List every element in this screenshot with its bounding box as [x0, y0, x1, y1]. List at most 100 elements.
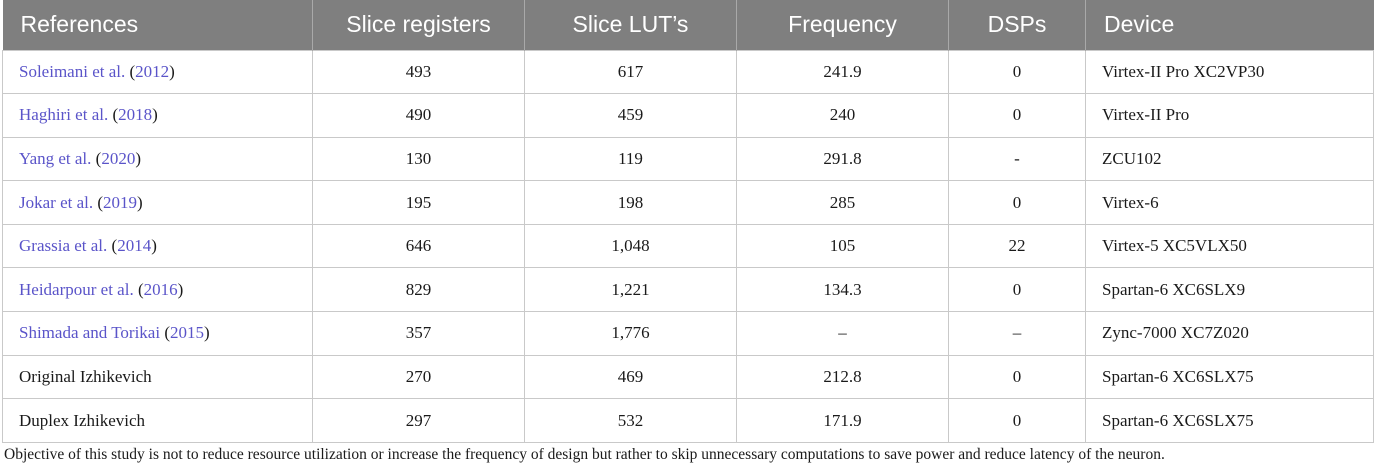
reference-author-link[interactable]: Grassia et al. — [19, 236, 108, 256]
cell-frequency: 240 — [736, 93, 949, 138]
header-references: References — [2, 0, 313, 50]
reference-year-link[interactable]: 2019 — [103, 192, 138, 212]
cell-device: Spartan-6 XC6SLX75 — [1085, 354, 1374, 400]
cell-reference: Jokar et al. (2019) — [2, 180, 313, 225]
reference-paren-close: ) — [177, 279, 184, 299]
reference-author-link[interactable]: Soleimani et al. — [19, 61, 126, 81]
reference-year-link[interactable]: 2015 — [170, 323, 205, 343]
cell-dsps: 0 — [948, 354, 1086, 400]
reference-paren-close: ) — [204, 323, 210, 343]
cell-slice-luts: 459 — [524, 93, 737, 138]
cell-slice-registers: 490 — [312, 93, 525, 138]
reference-label: Duplex Izhikevich — [19, 410, 146, 430]
cell-frequency: 171.9 — [736, 398, 949, 443]
cell-reference: Yang et al. (2020) — [2, 136, 313, 182]
cell-frequency: – — [736, 311, 949, 356]
cell-slice-luts: 1,221 — [524, 267, 737, 313]
cell-reference: Shimada and Torikai (2015) — [2, 311, 313, 356]
cell-dsps: 0 — [948, 93, 1086, 138]
reference-paren-open: ( — [107, 236, 118, 256]
table-row: Soleimani et al. (2012) 493 617 241.9 0 Virte… — [2, 49, 1374, 95]
cell-slice-luts: 1,048 — [524, 223, 737, 269]
header-frequency: Frequency — [736, 0, 949, 50]
table-row: Original Izhikevich 270 469 212.8 0 Spartan-6… — [2, 354, 1374, 400]
reference-paren-close: ) — [169, 61, 175, 81]
cell-dsps: 0 — [948, 398, 1086, 443]
header-row: References Slice registers Slice LUT’s F… — [2, 0, 1374, 50]
reference-paren-open: ( — [108, 105, 119, 125]
cell-frequency: 285 — [736, 180, 949, 225]
reference-author-link[interactable]: Heidarpour et al. — [19, 279, 134, 299]
cell-slice-registers: 270 — [312, 354, 525, 400]
reference-author-link[interactable]: Shimada and Torikai — [19, 323, 161, 343]
table-footnote: Objective of this study is not to reduce… — [4, 446, 1165, 463]
header-slice-registers: Slice registers — [312, 0, 525, 50]
cell-frequency: 134.3 — [736, 267, 949, 313]
cell-device: Spartan-6 XC6SLX9 — [1085, 267, 1374, 313]
reference-paren-open: ( — [91, 148, 102, 168]
cell-slice-registers: 130 — [312, 136, 525, 182]
cell-slice-registers: 297 — [312, 398, 525, 443]
table-row: Haghiri et al. (2018) 490 459 240 0 Virtex-II… — [2, 93, 1374, 138]
header-dsps: DSPs — [948, 0, 1086, 50]
reference-author-link[interactable]: Jokar et al. — [19, 192, 94, 212]
cell-reference: Grassia et al. (2014) — [2, 223, 313, 269]
reference-paren-close: ) — [152, 105, 158, 125]
cell-slice-luts: 617 — [524, 49, 737, 95]
cell-device: Virtex-II Pro XC2VP30 — [1085, 49, 1374, 95]
table-row: Duplex Izhikevich 297 532 171.9 0 Spartan-6 X… — [2, 398, 1374, 443]
reference-paren-close: ) — [137, 192, 143, 212]
cell-reference: Haghiri et al. (2018) — [2, 93, 313, 138]
reference-year-link[interactable]: 2020 — [101, 148, 136, 168]
reference-paren-open: ( — [160, 323, 171, 343]
cell-device: Zync-7000 XC7Z020 — [1085, 311, 1374, 356]
cell-device: Virtex-II Pro — [1085, 93, 1374, 138]
reference-paren-close: ) — [135, 148, 142, 168]
table-row: Shimada and Torikai (2015) 357 1,776– – Zync… — [2, 311, 1374, 356]
cell-frequency: 105 — [736, 223, 949, 269]
reference-year-link[interactable]: 2016 — [143, 279, 178, 299]
cell-reference: Heidarpour et al. (2016) — [2, 267, 313, 313]
cell-reference: Original Izhikevich — [2, 354, 313, 400]
reference-author-link[interactable]: Yang et al. — [19, 148, 92, 168]
reference-author-link[interactable]: Haghiri et al. — [19, 105, 109, 125]
header-slice-luts: Slice LUT’s — [524, 0, 737, 50]
cell-slice-registers: 195 — [312, 180, 525, 225]
table-row: Heidarpour et al. (2016) 829 1,221 134.3 0 Sp… — [2, 267, 1374, 313]
cell-dsps: 22 — [948, 223, 1086, 269]
reference-paren-open: ( — [93, 192, 104, 212]
cell-slice-registers: 493 — [312, 49, 525, 95]
table-body: Soleimani et al. (2012) 493 617 241.9 0 Virte… — [2, 49, 1374, 443]
cell-frequency: 291.8 — [736, 136, 949, 182]
cell-reference: Duplex Izhikevich — [2, 398, 313, 443]
comparison-table: References Slice registers Slice LUT’s F… — [2, 0, 1374, 443]
cell-slice-luts: 119 — [524, 136, 737, 182]
reference-year-link[interactable]: 2018 — [118, 105, 153, 125]
reference-paren-open: ( — [133, 279, 144, 299]
cell-slice-luts: 532 — [524, 398, 737, 443]
reference-paren-open: ( — [125, 61, 136, 81]
cell-reference: Soleimani et al. (2012) — [2, 49, 313, 95]
cell-device: Spartan-6 XC6SLX75 — [1085, 398, 1374, 443]
table-row: Jokar et al. (2019) 195 198 285 0 Virtex-6 — [2, 180, 1374, 225]
cell-slice-luts: 1,776 — [524, 311, 737, 356]
cell-dsps: 0 — [948, 180, 1086, 225]
reference-label: Original Izhikevich — [19, 366, 152, 386]
cell-frequency: 212.8 — [736, 354, 949, 400]
cell-slice-registers: 357 — [312, 311, 525, 356]
reference-year-link[interactable]: 2014 — [117, 236, 152, 256]
reference-paren-close: ) — [151, 236, 157, 256]
cell-frequency: 241.9 — [736, 49, 949, 95]
cell-device: Virtex-6 — [1085, 180, 1374, 225]
cell-slice-luts: 198 — [524, 180, 737, 225]
header-device: Device — [1104, 11, 1175, 38]
table-row: Grassia et al. (2014) 646 1,048 105 22 Virtex… — [2, 223, 1374, 269]
reference-year-link[interactable]: 2012 — [135, 61, 170, 81]
cell-slice-registers: 829 — [312, 267, 525, 313]
cell-device: Virtex-5 XC5VLX50 — [1085, 223, 1374, 269]
comparison-table-container: References Slice registers Slice LUT’s F… — [2, 0, 1374, 443]
cell-device: ZCU102 — [1085, 136, 1374, 182]
cell-dsps: – — [948, 311, 1086, 356]
cell-dsps: - — [948, 136, 1086, 182]
cell-dsps: 0 — [948, 49, 1086, 95]
